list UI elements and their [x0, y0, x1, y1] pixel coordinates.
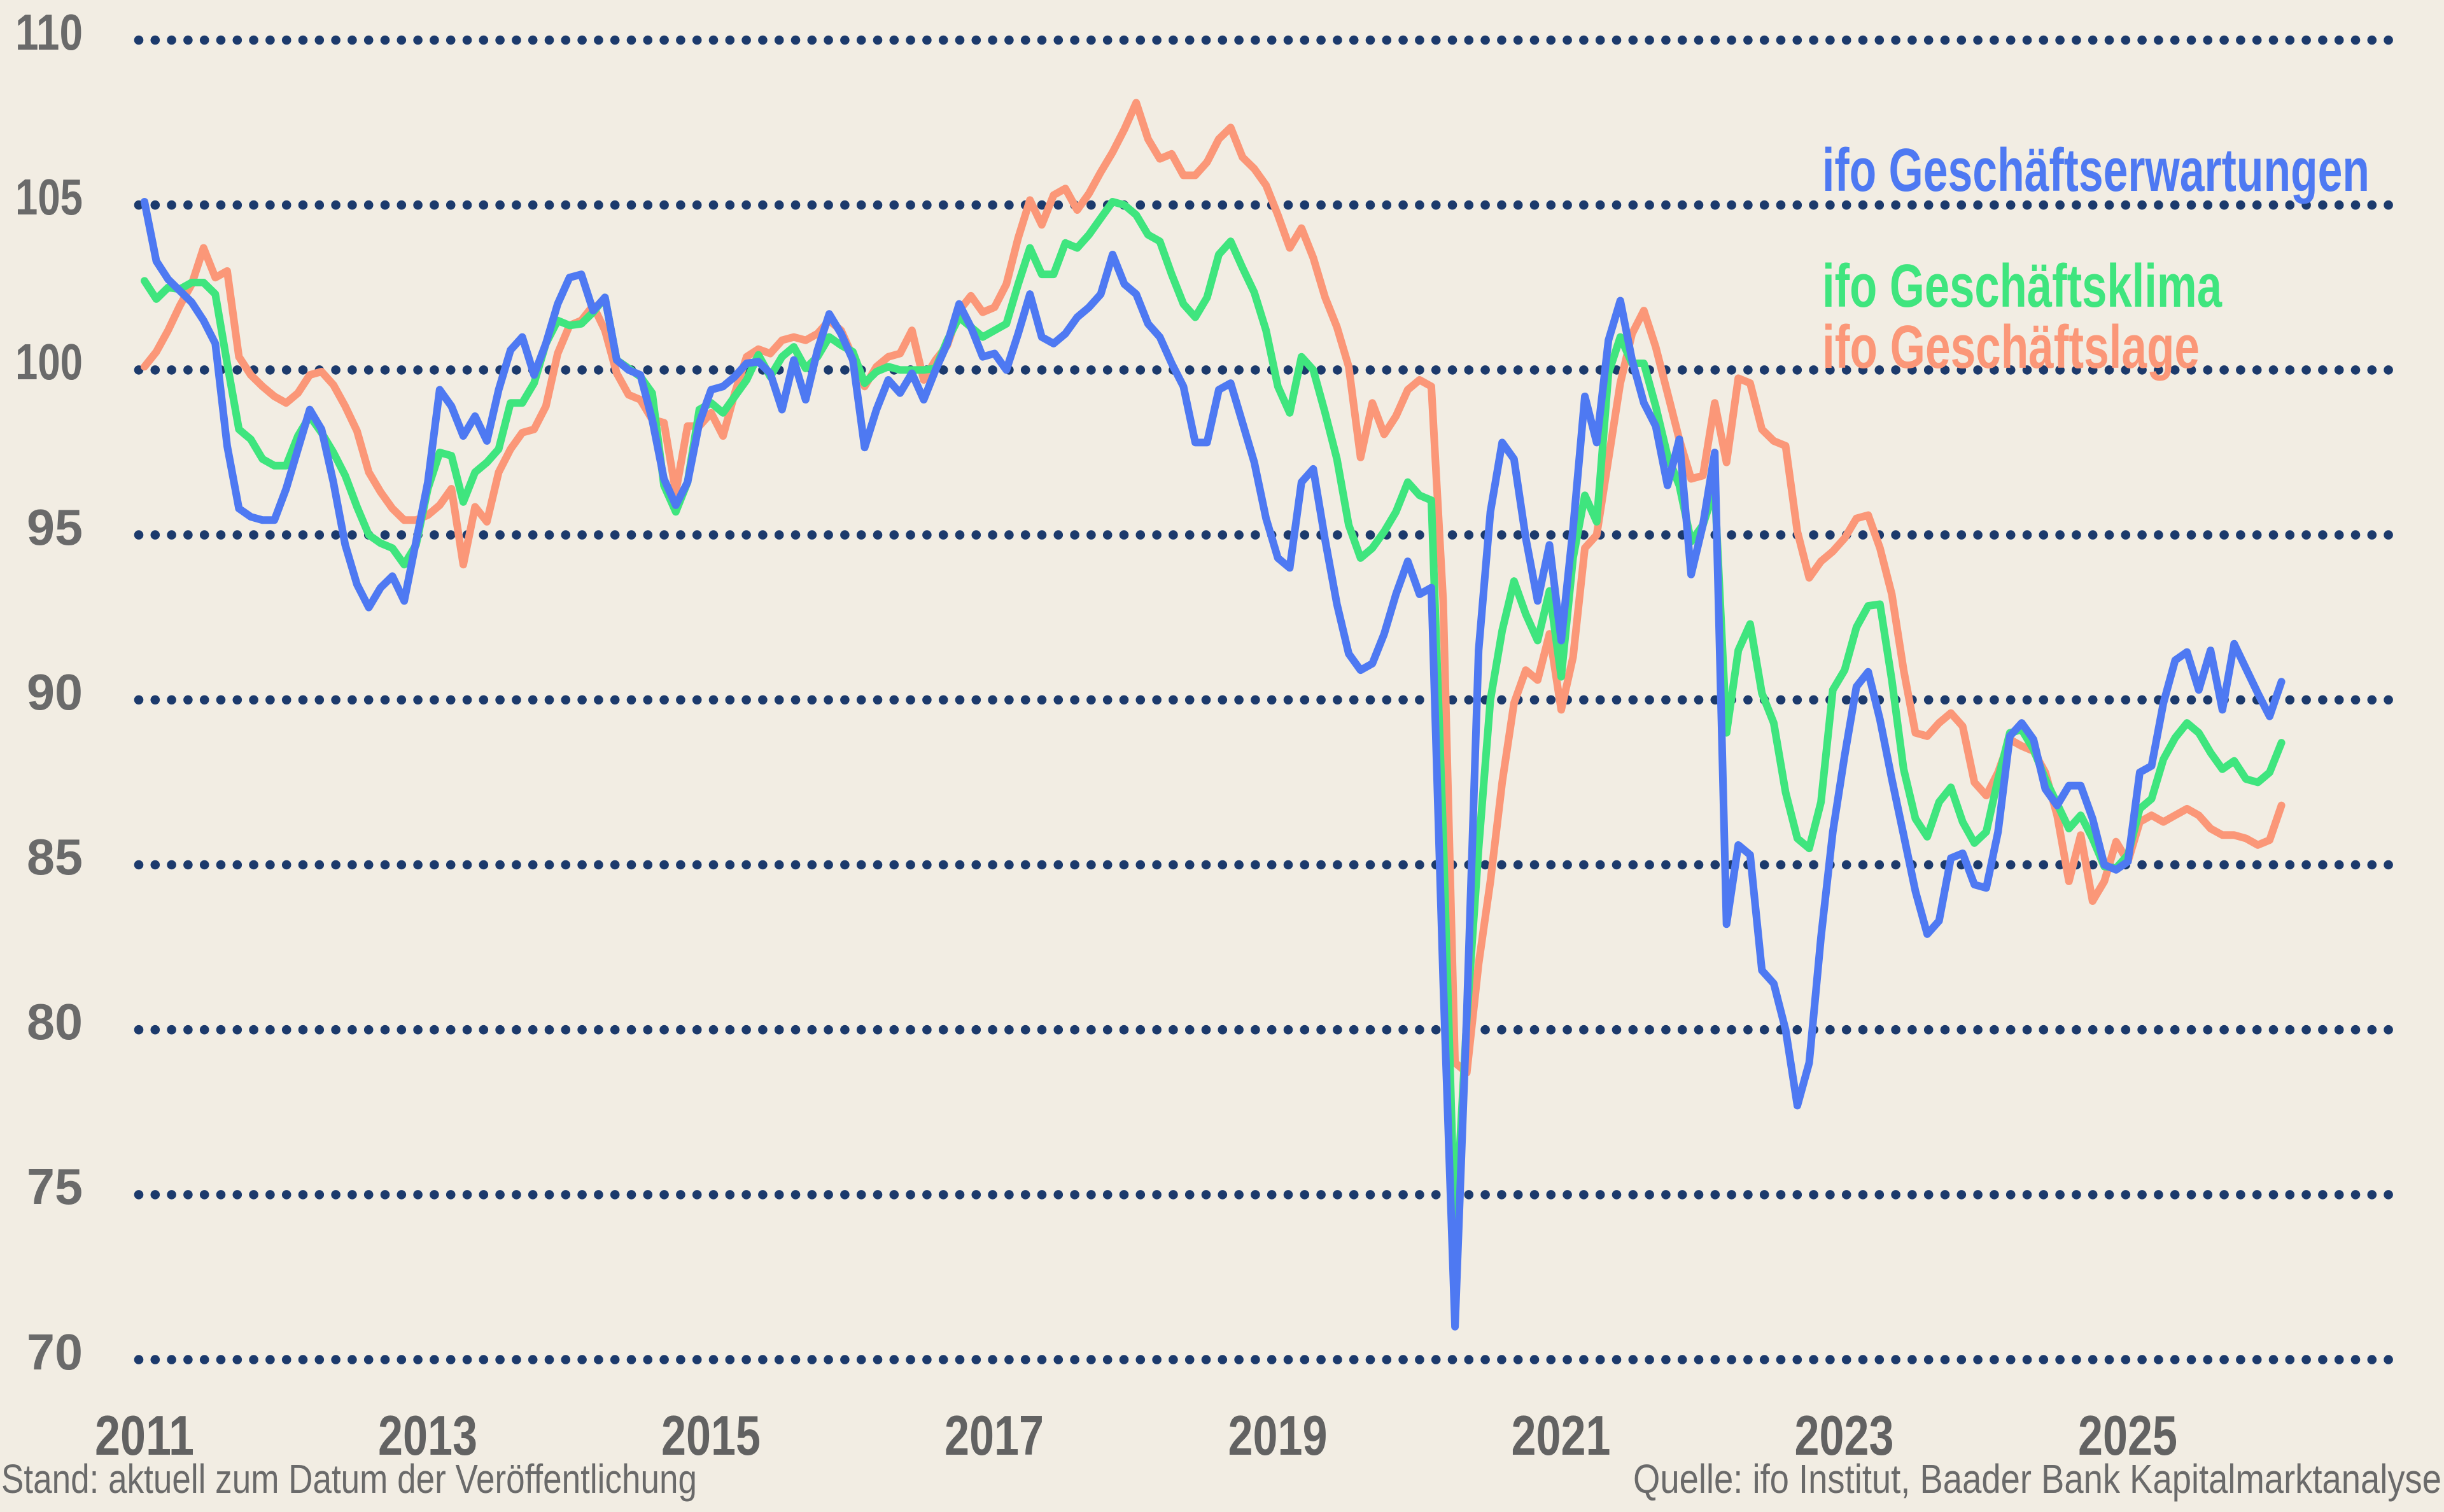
svg-text:2015: 2015: [661, 1404, 761, 1467]
svg-text:2021: 2021: [1512, 1404, 1611, 1467]
svg-text:2017: 2017: [945, 1404, 1044, 1467]
svg-text:ifo Geschäftserwartungen: ifo Geschäftserwartungen: [1822, 136, 2370, 204]
svg-text:105: 105: [15, 169, 83, 225]
svg-text:90: 90: [27, 664, 83, 720]
svg-text:95: 95: [27, 499, 83, 556]
svg-text:ifo Geschäftsklima: ifo Geschäftsklima: [1822, 252, 2222, 320]
svg-text:2025: 2025: [2078, 1404, 2177, 1467]
svg-text:2013: 2013: [378, 1404, 477, 1467]
svg-text:110: 110: [15, 4, 83, 60]
svg-text:75: 75: [27, 1158, 83, 1215]
svg-text:ifo Geschäftslage: ifo Geschäftslage: [1822, 313, 2200, 381]
svg-text:Quelle: ifo Institut, Baader B: Quelle: ifo Institut, Baader Bank Kapita…: [1633, 1456, 2441, 1502]
svg-text:85: 85: [27, 829, 83, 885]
svg-text:2011: 2011: [95, 1404, 194, 1467]
svg-text:70: 70: [27, 1324, 83, 1380]
svg-text:2023: 2023: [1795, 1404, 1894, 1467]
svg-text:80: 80: [27, 993, 83, 1050]
svg-text:100: 100: [15, 333, 83, 390]
svg-text:Stand: aktuell zum Datum der V: Stand: aktuell zum Datum der Veröffentli…: [1, 1456, 697, 1502]
svg-text:2019: 2019: [1228, 1404, 1328, 1467]
